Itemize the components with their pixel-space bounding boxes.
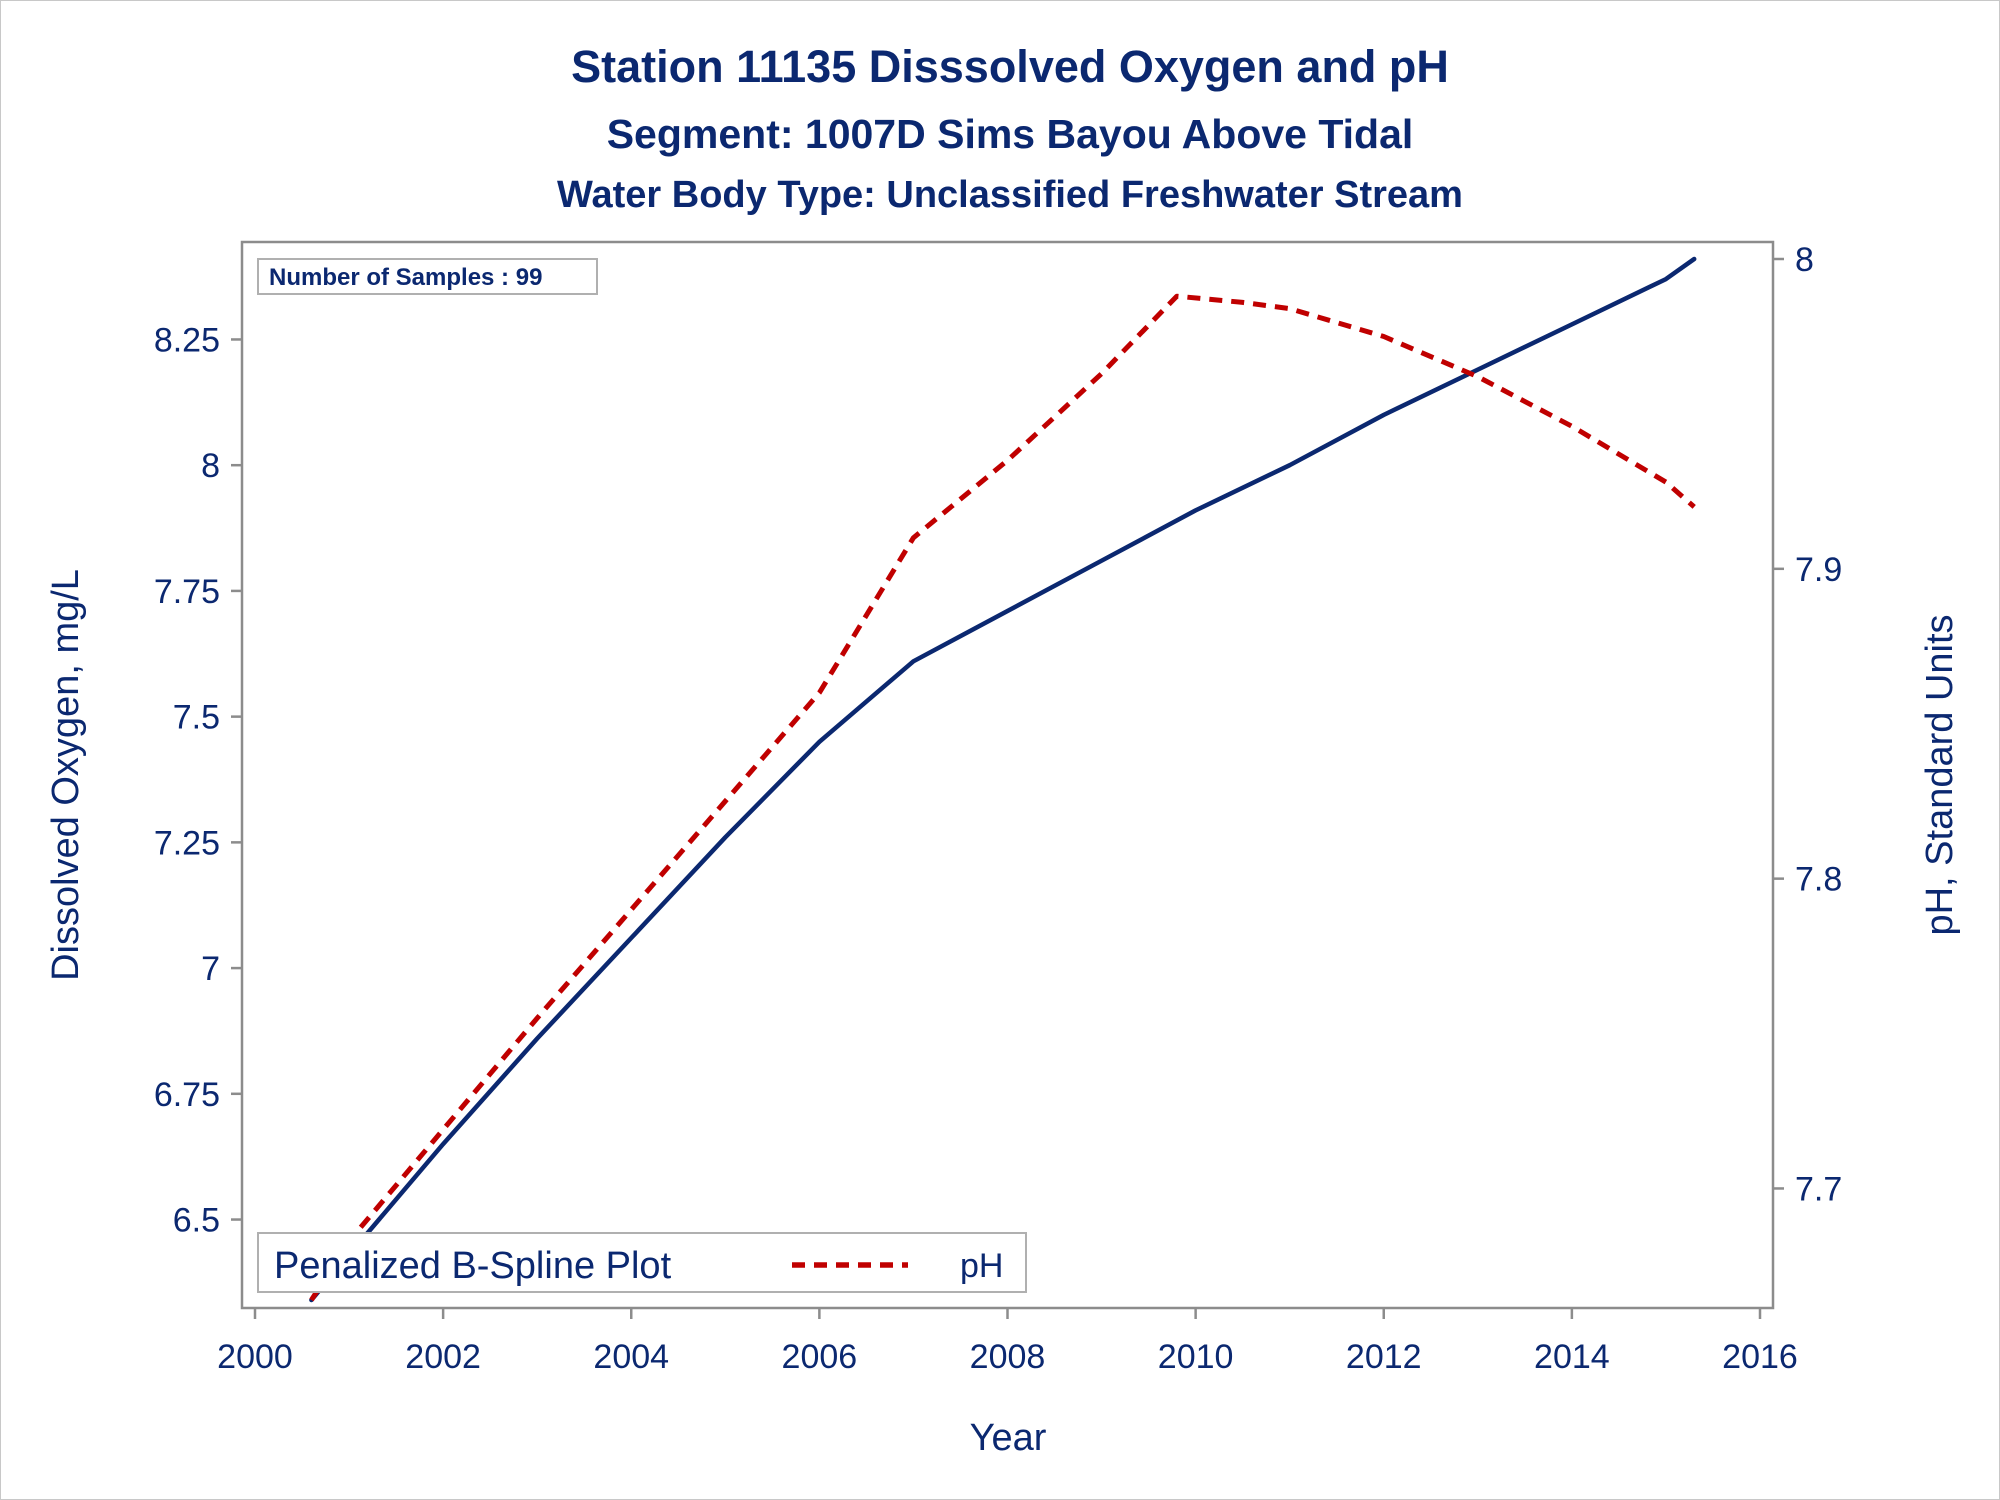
y2-tick-label: 8 [1795,241,1814,279]
x-axis: 2000 2002 2004 2006 2008 2010 2012 2014 2016 [217,1308,1798,1376]
y-tick-label: 7.5 [173,699,220,737]
legend-label-ph: pH [960,1247,1003,1285]
y-tick-label: 7.75 [154,573,220,611]
y-axis-right: 7.7 7.8 7.9 8 [1773,241,1842,1208]
x-tick-label: 2012 [1346,1338,1422,1376]
legend-box [257,1232,1027,1293]
y-axis-left: 6.5 6.75 7 7.25 7.5 7.75 8 8.25 [154,321,242,1240]
x-tick-label: 2004 [593,1338,669,1376]
y2-tick-label: 7.9 [1795,551,1842,589]
x-tick-label: 2010 [1158,1338,1234,1376]
chart-subtitle-2: Water Body Type: Unclassified Freshwater… [557,174,1463,216]
chart-title: Station 11135 Disssolved Oxygen and pH [571,41,1449,92]
sample-count-label: Number of Samples : 99 [269,264,542,291]
y-tick-label: 7.25 [154,824,220,862]
chart-subtitle: Segment: 1007D Sims Bayou Above Tidal [607,111,1414,157]
plot-area-frame [240,240,1775,1310]
y-tick-label: 8.25 [154,321,220,359]
sample-count-box [257,258,598,295]
y2-tick-label: 7.7 [1795,1170,1842,1208]
x-tick-label: 2014 [1534,1338,1610,1376]
x-axis-label: Year [970,1417,1047,1459]
y-tick-label: 8 [201,447,220,485]
y-axis-label: Dissolved Oxygen, mg/L [45,569,87,981]
x-tick-label: 2002 [405,1338,481,1376]
x-tick-label: 2016 [1722,1338,1798,1376]
dissolved-oxygen-series-line [309,256,1697,1303]
y-tick-label: 6.5 [173,1202,220,1240]
y2-axis-label: pH, Standard Units [1919,614,1961,935]
y-tick-label: 6.75 [154,1076,220,1114]
y-tick-label: 7 [201,950,220,988]
legend-title: Penalized B-Spline Plot [274,1245,672,1287]
ph-series-line [309,293,1696,1302]
y2-tick-label: 7.8 [1795,861,1842,899]
x-tick-label: 2008 [970,1338,1046,1376]
series-layer [309,256,1697,1303]
x-tick-label: 2000 [217,1338,293,1376]
x-tick-label: 2006 [782,1338,858,1376]
